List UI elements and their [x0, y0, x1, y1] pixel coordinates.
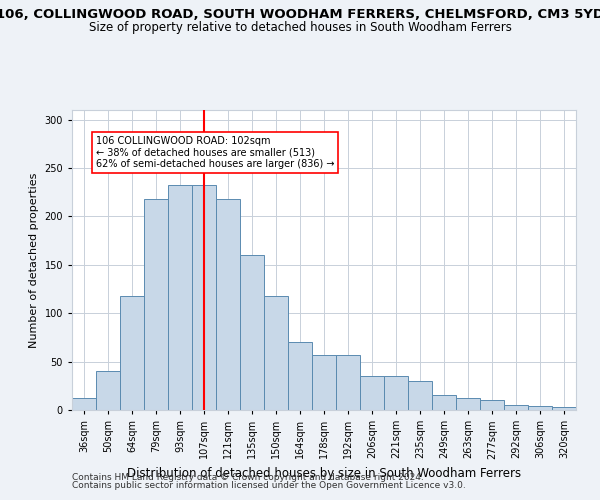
X-axis label: Distribution of detached houses by size in South Woodham Ferrers: Distribution of detached houses by size …: [127, 467, 521, 480]
Bar: [384, 376, 408, 410]
Bar: [504, 405, 528, 410]
Bar: [264, 296, 288, 410]
Bar: [168, 186, 192, 410]
Bar: [72, 398, 96, 410]
Bar: [360, 376, 384, 410]
Text: Contains public sector information licensed under the Open Government Licence v3: Contains public sector information licen…: [72, 481, 466, 490]
Bar: [456, 398, 480, 410]
Bar: [216, 199, 240, 410]
Bar: [432, 396, 456, 410]
Bar: [408, 381, 432, 410]
Bar: [312, 355, 336, 410]
Bar: [288, 342, 312, 410]
Bar: [144, 199, 168, 410]
Bar: [480, 400, 504, 410]
Text: 106, COLLINGWOOD ROAD, SOUTH WOODHAM FERRERS, CHELMSFORD, CM3 5YD: 106, COLLINGWOOD ROAD, SOUTH WOODHAM FER…: [0, 8, 600, 20]
Text: Contains HM Land Registry data © Crown copyright and database right 2024.: Contains HM Land Registry data © Crown c…: [72, 472, 424, 482]
Text: Size of property relative to detached houses in South Woodham Ferrers: Size of property relative to detached ho…: [89, 21, 511, 34]
Text: 106 COLLINGWOOD ROAD: 102sqm
← 38% of detached houses are smaller (513)
62% of s: 106 COLLINGWOOD ROAD: 102sqm ← 38% of de…: [96, 136, 335, 170]
Bar: [192, 186, 216, 410]
Bar: [96, 372, 120, 410]
Bar: [552, 407, 576, 410]
Y-axis label: Number of detached properties: Number of detached properties: [29, 172, 39, 348]
Bar: [336, 355, 360, 410]
Bar: [528, 406, 552, 410]
Bar: [120, 296, 144, 410]
Bar: [240, 255, 264, 410]
